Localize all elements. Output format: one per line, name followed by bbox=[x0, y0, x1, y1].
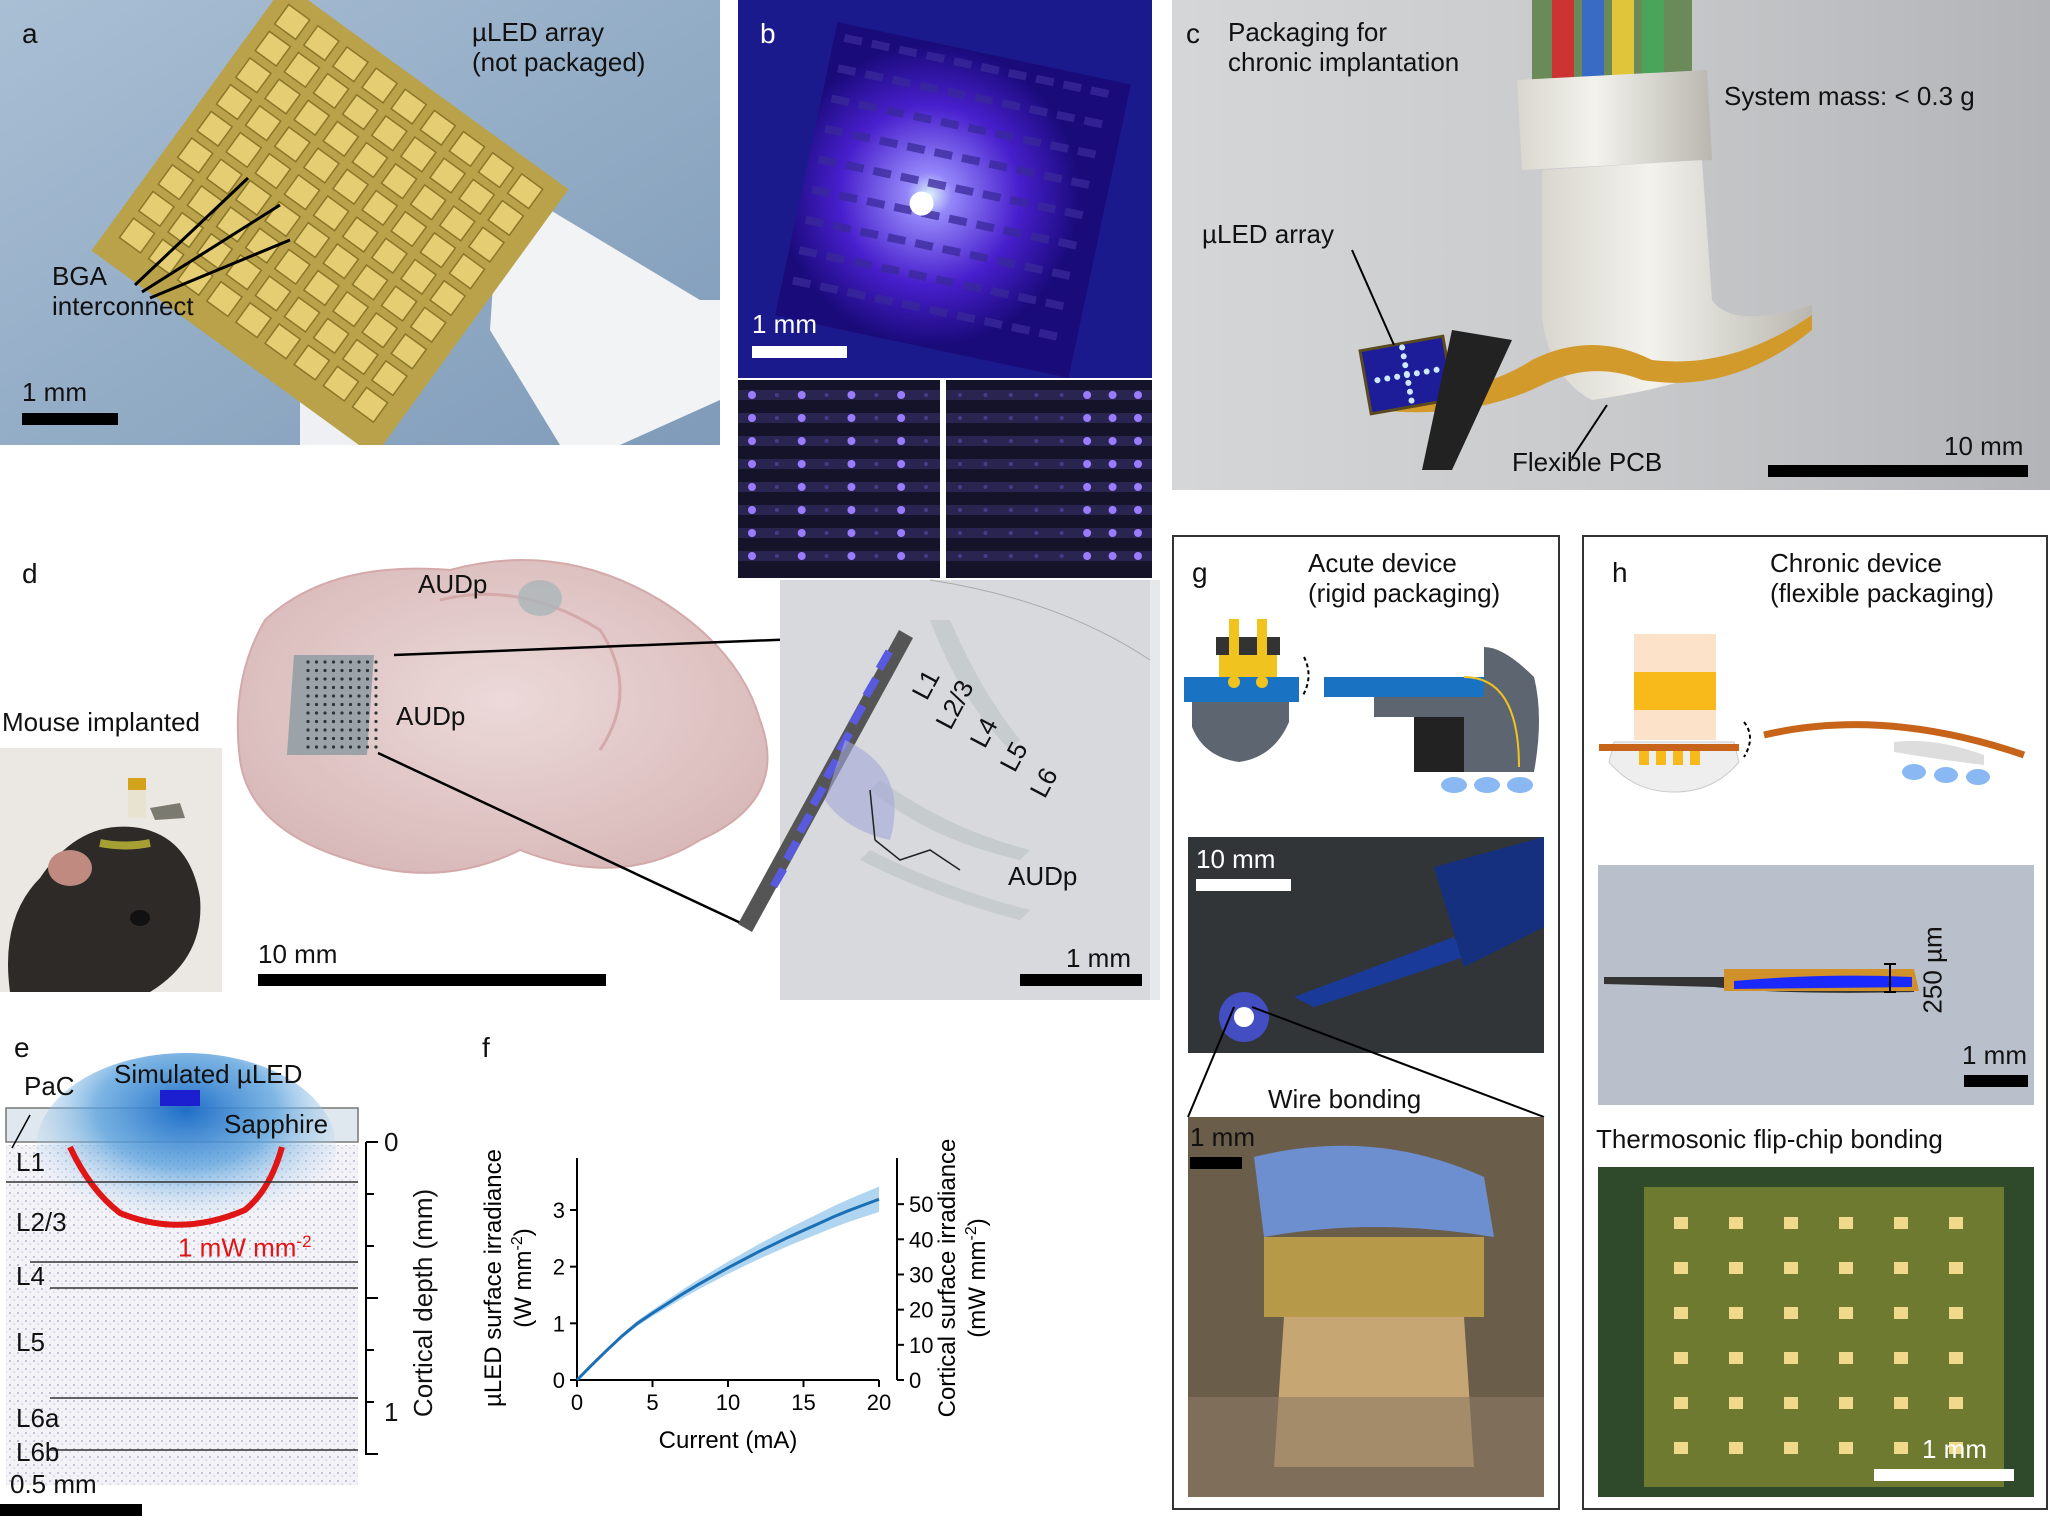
x-tick-label-2: 10 bbox=[716, 1390, 740, 1415]
panel-g-wire-label: Wire bonding bbox=[1268, 1084, 1422, 1114]
panel-h-flip-label: Thermosonic flip-chip bonding bbox=[1596, 1124, 1943, 1154]
panel-c-scalebar bbox=[1768, 465, 2028, 477]
panel-d-audp-top: AUDp bbox=[418, 569, 488, 599]
panel-h-scalebar-2 bbox=[1874, 1469, 2014, 1481]
panel-b-image bbox=[738, 0, 1152, 378]
panel-e-pac: PaC bbox=[24, 1071, 75, 1101]
panel-e-sim-label: Simulated µLED bbox=[114, 1059, 303, 1089]
panel-h-dim-label: 250 µm bbox=[1917, 926, 1948, 1014]
panel-d-image bbox=[236, 559, 1160, 1000]
panel-g-scale1-label: 10 mm bbox=[1196, 844, 1276, 874]
panel-d-scalebar-1 bbox=[258, 974, 606, 986]
panel-c-letter: c bbox=[1186, 18, 1200, 49]
panel-h-title: Chronic device (flexible packaging) bbox=[1770, 548, 1995, 608]
x-tick-label-1: 5 bbox=[646, 1390, 658, 1415]
panel-d-mouse-photo bbox=[0, 748, 222, 992]
y2-axis-label: Cortical surface irradiance (mW mm-2) bbox=[934, 1139, 991, 1418]
panel-e-layer-l1: L1 bbox=[16, 1147, 45, 1177]
panel-e-ylabel: Cortical depth (mm) bbox=[408, 1188, 439, 1418]
panel-h-letter: h bbox=[1612, 557, 1628, 588]
panel-d-scalebar-2 bbox=[1020, 974, 1142, 986]
panel-e-layer-l4: L4 bbox=[16, 1261, 45, 1291]
x-tick-label-0: 0 bbox=[571, 1390, 583, 1415]
panel-c: c Packaging for chronic implantation Sys… bbox=[1172, 0, 2050, 490]
panel-c-image bbox=[1172, 0, 2050, 490]
panel-a-image bbox=[0, 0, 720, 445]
series-confidence-band bbox=[577, 1186, 879, 1380]
panel-c-pcb-label: Flexible PCB bbox=[1512, 447, 1663, 477]
panel-h-scalebar-1 bbox=[1964, 1075, 2028, 1087]
panel-g-title: Acute device (rigid packaging) bbox=[1308, 548, 1501, 608]
panel-c-title: Packaging for chronic implantation bbox=[1228, 17, 1460, 77]
panel-e-contour-text: 1 mW mm bbox=[178, 1232, 297, 1263]
panel-d-scale1-label: 10 mm bbox=[258, 939, 338, 969]
panel-f: f 0 5 10 15 20 0 1 2 3 0 10 20 30 40 50 Current (mA) µLE… bbox=[460, 1030, 1160, 1520]
panel-e: e PaC Simulated µLED Sapphire 1 mW mm-2 … bbox=[0, 1030, 460, 1520]
panel-e-letter: e bbox=[14, 1032, 30, 1063]
panel-b-inset-right bbox=[946, 380, 1152, 578]
panel-b-scalebar bbox=[752, 346, 847, 358]
y-axis-label: µLED surface irradiance (W mm-2) bbox=[480, 1149, 537, 1407]
panel-g-letter: g bbox=[1192, 557, 1208, 588]
panel-d-mouse-label: Mouse implanted bbox=[2, 707, 200, 737]
panel-g-scale2-label: 1 mm bbox=[1190, 1122, 1255, 1152]
panel-a-letter: a bbox=[22, 18, 38, 49]
y-tick-label-0: 0 bbox=[553, 1368, 565, 1393]
panel-d-audp-mid: AUDp bbox=[396, 701, 466, 731]
panel-g-scalebar-2 bbox=[1190, 1157, 1242, 1169]
panel-e-sapphire: Sapphire bbox=[224, 1109, 329, 1139]
panel-e-layer-l6b: L6b bbox=[16, 1437, 60, 1467]
panel-c-mass: System mass: < 0.3 g bbox=[1724, 81, 1975, 111]
panel-g: g Acute device (rigid packaging) 10 mm W… bbox=[1172, 535, 1560, 1510]
panel-e-layer-l23: L2/3 bbox=[16, 1207, 67, 1237]
panel-b-inset-left bbox=[738, 380, 940, 578]
panel-d-scale2-label: 1 mm bbox=[1066, 943, 1131, 973]
panel-d-letter: d bbox=[22, 558, 38, 589]
y2-tick-label-2: 20 bbox=[909, 1298, 933, 1323]
panel-e-contour: 1 mW mm-2 bbox=[178, 1232, 312, 1264]
y2-tick-label-0: 0 bbox=[909, 1368, 921, 1393]
panel-g-image bbox=[1184, 619, 1545, 1497]
y-tick-label-2: 2 bbox=[553, 1255, 565, 1280]
panel-c-scale-label: 10 mm bbox=[1944, 431, 2024, 461]
y2-tick-label-3: 30 bbox=[909, 1262, 933, 1287]
y2-tick-label-5: 50 bbox=[909, 1192, 933, 1217]
panel-e-image bbox=[5, 1053, 378, 1485]
panel-h-scale2-label: 1 mm bbox=[1922, 1434, 1987, 1464]
panel-b: b 1 mm bbox=[738, 0, 1152, 378]
panel-d-audp-inset: AUDp bbox=[1008, 861, 1078, 891]
y2-tick-label-4: 40 bbox=[909, 1227, 933, 1252]
panel-a-scale-label: 1 mm bbox=[22, 377, 87, 407]
y-tick-label-1: 1 bbox=[553, 1311, 565, 1336]
panel-a-scalebar bbox=[22, 413, 118, 425]
panel-h-scale1-label: 1 mm bbox=[1962, 1040, 2027, 1070]
panel-a-title: µLED array (not packaged) bbox=[472, 17, 646, 77]
panel-a: a µLED array (not packaged) BGA intercon… bbox=[0, 0, 720, 445]
x-axis-label: Current (mA) bbox=[659, 1427, 798, 1454]
panel-e-tick-0: 0 bbox=[384, 1127, 399, 1157]
y-tick-label-3: 3 bbox=[553, 1198, 565, 1223]
y2-tick-label-1: 10 bbox=[909, 1333, 933, 1358]
x-tick-label-4: 20 bbox=[867, 1390, 891, 1415]
panel-h-image bbox=[1598, 634, 2034, 1497]
panel-g-scalebar-1 bbox=[1196, 879, 1291, 891]
panel-e-layer-l6a: L6a bbox=[16, 1403, 60, 1433]
panel-e-scalebar bbox=[0, 1504, 142, 1516]
panel-d: d AUDp AUDp AUDp L1 L2/3 L4 L5 L6 Mouse … bbox=[0, 540, 1160, 1020]
panel-a-annotation: BGA interconnect bbox=[52, 261, 194, 321]
panel-e-layer-l5: L5 bbox=[16, 1327, 45, 1357]
panel-f-letter: f bbox=[482, 1032, 490, 1063]
series-line bbox=[575, 1197, 880, 1382]
panel-c-array-label: µLED array bbox=[1202, 219, 1335, 249]
panel-e-scale-label: 0.5 mm bbox=[10, 1469, 97, 1499]
panel-e-tick-1: 1 bbox=[384, 1397, 399, 1427]
panel-h: h Chronic device (flexible packaging) 25… bbox=[1582, 535, 2048, 1510]
x-tick-label-3: 15 bbox=[791, 1390, 815, 1415]
panel-b-letter: b bbox=[760, 18, 776, 49]
panel-b-scale-label: 1 mm bbox=[752, 309, 817, 339]
panel-e-contour-exp: -2 bbox=[296, 1232, 312, 1251]
